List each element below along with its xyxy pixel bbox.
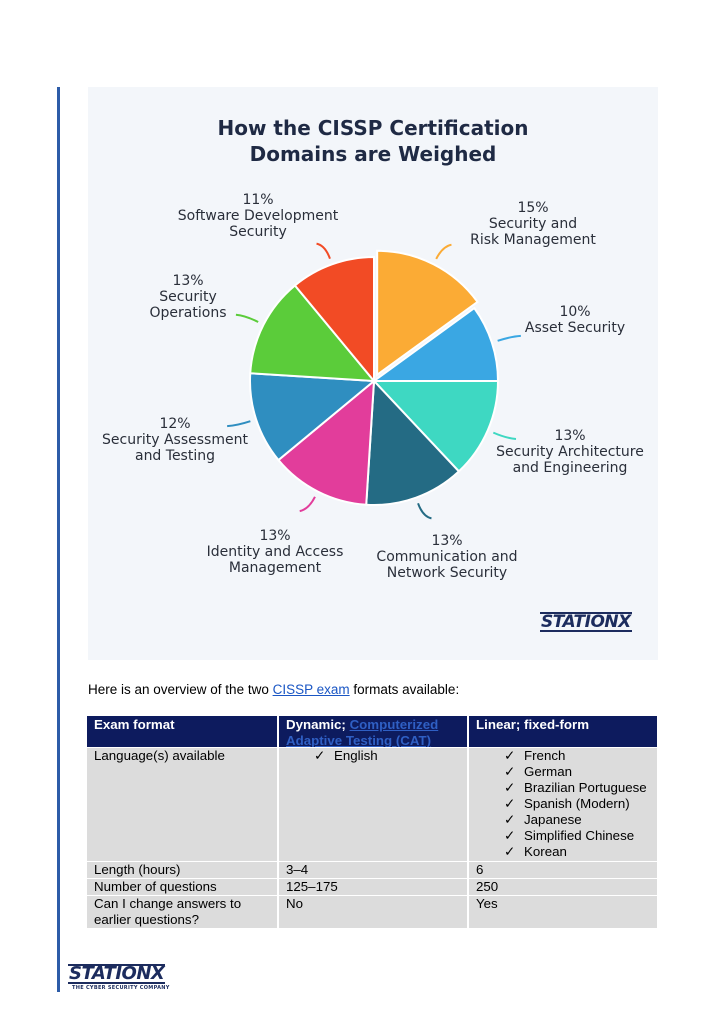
slice-label: 15% Security and Risk Management <box>470 200 596 248</box>
pie-slice <box>293 255 375 384</box>
table-header-row: Exam format Dynamic; Computerized Adapti… <box>87 716 659 748</box>
footer-stationx-logo: STATIONX <box>68 963 166 984</box>
slice-label: 12% Security Assessment and Testing <box>102 416 248 464</box>
pie-slice <box>365 378 461 506</box>
cell-linear: Yes <box>468 895 659 928</box>
pie-slice <box>370 306 500 382</box>
pie-chart <box>227 242 521 520</box>
check-icon: ✓ <box>504 812 516 827</box>
cat-link[interactable]: Computerized Adaptive Testing (CAT) <box>286 717 439 747</box>
pie-slice <box>249 284 377 383</box>
cissp-exam-link[interactable]: CISSP exam <box>272 682 350 697</box>
pie-slice <box>249 372 377 462</box>
leader-line <box>492 431 517 440</box>
leader-line <box>435 243 452 260</box>
check-icon: ✓ <box>504 780 516 795</box>
table-row: Can I change answers to earlier question… <box>87 895 659 928</box>
leader-line <box>299 496 316 513</box>
left-margin-rule <box>57 87 60 992</box>
language-item: ✓ English <box>314 748 378 763</box>
cell-linear: 6 <box>468 861 659 879</box>
exam-format-table: Exam format Dynamic; Computerized Adapti… <box>87 716 659 928</box>
check-icon: ✓ <box>504 828 516 843</box>
leader-line <box>235 313 259 323</box>
slice-label: 13% Security Architecture and Engineering <box>496 428 644 476</box>
check-icon: ✓ <box>504 764 516 779</box>
linear-languages-list: ✓ French ✓ German ✓ Brazilian Portuguese ✓ Span… <box>476 748 650 860</box>
intro-paragraph: Here is an overview of the two CISSP exa… <box>88 682 460 697</box>
cell-linear: 250 <box>468 878 659 896</box>
chart-stationx-logo: STATIONX <box>540 612 632 632</box>
cell-dynamic: 125–175 <box>278 878 469 896</box>
leader-line <box>227 420 251 428</box>
language-item: ✓ Korean <box>504 844 567 859</box>
slice-label: 13% Security Operations <box>149 273 227 321</box>
leader-line <box>497 334 521 342</box>
slice-label: 13% Communication and Network Security <box>376 533 518 581</box>
check-icon: ✓ <box>504 748 516 763</box>
language-item: ✓ Spanish (Modern) <box>504 796 630 811</box>
table-row: Length (hours) 3–4 6 <box>87 861 659 879</box>
pie-slice <box>277 378 376 506</box>
chart-title: How the CISSP Certification Domains are … <box>217 116 529 166</box>
language-item: ✓ Japanese <box>504 812 582 827</box>
language-item: ✓ German <box>504 764 573 779</box>
leader-line <box>316 242 331 260</box>
slice-label: 13% Identity and Access Management <box>206 528 344 576</box>
cell-dynamic: No <box>278 895 469 928</box>
cell-label: Number of questions <box>87 878 279 896</box>
check-icon: ✓ <box>504 796 516 811</box>
language-item: ✓ French <box>504 748 566 763</box>
header-linear: Linear; fixed-form <box>468 716 659 748</box>
pie-slice <box>371 380 500 473</box>
table-row: Language(s) available ✓ English ✓ French ✓ G… <box>87 747 659 862</box>
slice-label: 10% Asset Security <box>524 304 626 336</box>
header-dynamic: Dynamic; Computerized Adaptive Testing (… <box>278 716 469 748</box>
footer-tagline: THE CYBER SECURITY COMPANY <box>72 985 170 991</box>
slice-label: 11% Software Development Security <box>177 192 339 240</box>
leader-line <box>417 502 432 520</box>
cell-label: Can I change answers to earlier question… <box>87 895 279 928</box>
language-item: ✓ Brazilian Portuguese <box>504 780 647 795</box>
dynamic-languages-list: ✓ English <box>286 748 460 764</box>
header-exam-format: Exam format <box>87 716 279 748</box>
check-icon: ✓ <box>504 844 516 859</box>
cell-dynamic: 3–4 <box>278 861 469 879</box>
languages-label: Language(s) available <box>87 747 279 862</box>
language-item: ✓ Simplified Chinese <box>504 828 635 843</box>
cell-label: Length (hours) <box>87 861 279 879</box>
table-row: Number of questions 125–175 250 <box>87 878 659 896</box>
check-icon: ✓ <box>314 748 326 763</box>
pie-slice <box>376 249 479 377</box>
